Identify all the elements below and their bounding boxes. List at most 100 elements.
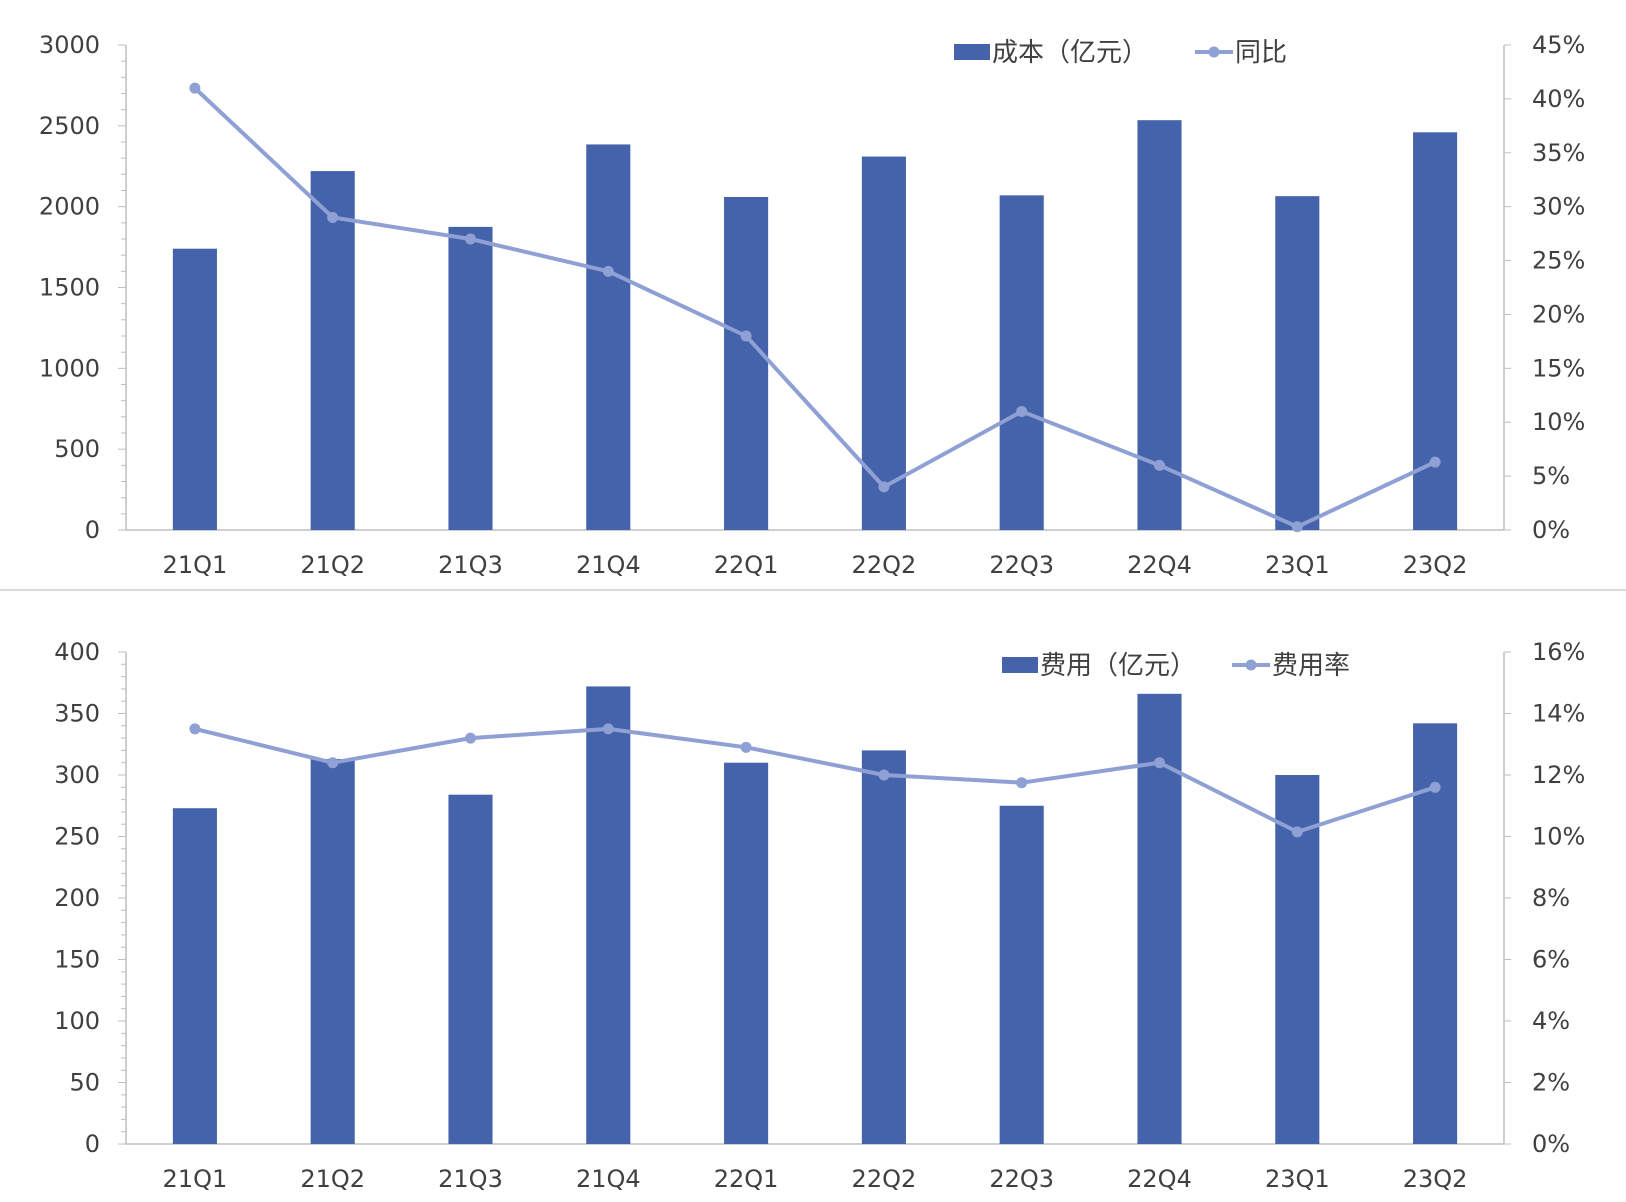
left-y-tick-label: 0 bbox=[85, 1130, 100, 1158]
bar bbox=[586, 686, 631, 1144]
left-y-tick-label: 50 bbox=[69, 1069, 100, 1097]
left-y-tick-label: 500 bbox=[54, 435, 100, 463]
line-point bbox=[1154, 757, 1165, 769]
x-tick-label: 22Q3 bbox=[989, 1165, 1054, 1193]
legend-bar-swatch bbox=[954, 44, 990, 60]
right-y-tick-label: 2% bbox=[1532, 1069, 1570, 1097]
line-point bbox=[1016, 777, 1028, 789]
bar bbox=[999, 195, 1044, 530]
chart-panel-2: 0 50 100 150 200 250 300 350 400 0% 2% 4% 6% 8% 10% 12%… bbox=[54, 638, 1585, 1193]
right-y-tick-label: 6% bbox=[1532, 946, 1570, 974]
line-point bbox=[189, 723, 201, 735]
left-y-tick-label: 350 bbox=[54, 700, 100, 728]
legend: 费用（亿元） 费用率 bbox=[1002, 651, 1350, 681]
series-line bbox=[194, 726, 1436, 834]
line-point bbox=[465, 233, 476, 245]
bar bbox=[724, 196, 769, 530]
bar bbox=[999, 805, 1044, 1144]
line-point bbox=[327, 211, 339, 223]
line-point bbox=[1016, 405, 1028, 417]
left-y-tick-label: 100 bbox=[54, 1007, 100, 1035]
bar bbox=[861, 156, 906, 531]
line-point bbox=[602, 723, 614, 735]
x-tick-label: 23Q1 bbox=[1265, 551, 1330, 579]
right-y-tick-label: 40% bbox=[1532, 85, 1585, 113]
legend-bar-label: 费用（亿元） bbox=[1040, 651, 1196, 681]
line-point bbox=[878, 769, 890, 781]
x-tick-label: 22Q1 bbox=[714, 551, 779, 579]
left-y-tick-label: 1500 bbox=[39, 274, 100, 302]
line-point bbox=[465, 732, 476, 744]
bar bbox=[172, 248, 217, 530]
line-point bbox=[1154, 459, 1165, 471]
line-point bbox=[1291, 521, 1303, 533]
x-tick-label: 21Q1 bbox=[163, 551, 228, 579]
right-y-tick-label: 35% bbox=[1532, 139, 1585, 167]
right-y-tick-label: 8% bbox=[1532, 884, 1570, 912]
left-y-tick-label: 300 bbox=[54, 761, 100, 789]
series-line bbox=[193, 86, 1436, 529]
x-tick-label: 21Q2 bbox=[300, 1165, 365, 1193]
x-tick-label: 22Q1 bbox=[714, 1165, 779, 1193]
x-tick-label: 22Q3 bbox=[989, 551, 1054, 579]
bar bbox=[724, 762, 769, 1144]
left-y-tick-label: 2000 bbox=[39, 193, 100, 221]
x-tick-label: 22Q2 bbox=[852, 1165, 917, 1193]
x-tick-label: 22Q4 bbox=[1127, 1165, 1192, 1193]
x-tick-label: 21Q3 bbox=[438, 1165, 503, 1193]
right-y-tick-label: 12% bbox=[1532, 761, 1585, 789]
bar bbox=[448, 226, 493, 530]
left-y-tick-label: 250 bbox=[54, 823, 100, 851]
legend-line-marker bbox=[1245, 659, 1257, 671]
line-point bbox=[327, 757, 339, 769]
left-y-tick-label: 150 bbox=[54, 946, 100, 974]
right-y-tick-label: 45% bbox=[1532, 31, 1585, 59]
left-y-tick-label: 2500 bbox=[39, 112, 100, 140]
line-point bbox=[189, 82, 201, 94]
right-y-tick-label: 10% bbox=[1532, 408, 1585, 436]
bar bbox=[172, 808, 217, 1144]
x-tick-label: 23Q1 bbox=[1265, 1165, 1330, 1193]
right-y-tick-label: 30% bbox=[1532, 193, 1585, 221]
right-y-tick-label: 5% bbox=[1532, 462, 1570, 490]
left-y-tick-label: 3000 bbox=[39, 31, 100, 59]
line-point bbox=[1291, 826, 1303, 838]
right-y-tick-label: 14% bbox=[1532, 700, 1585, 728]
legend: 成本（亿元） 同比 bbox=[954, 38, 1287, 68]
right-y-tick-label: 15% bbox=[1532, 354, 1585, 382]
legend-line-label: 同比 bbox=[1235, 38, 1287, 68]
x-tick-label: 22Q4 bbox=[1127, 551, 1192, 579]
bar bbox=[310, 759, 355, 1144]
x-tick-label: 23Q2 bbox=[1403, 1165, 1468, 1193]
x-tick-label: 21Q1 bbox=[163, 1165, 228, 1193]
right-y-tick-label: 25% bbox=[1532, 247, 1585, 275]
bar bbox=[1275, 196, 1320, 531]
bar bbox=[586, 144, 631, 531]
x-tick-label: 21Q4 bbox=[576, 551, 641, 579]
right-y-tick-label: 10% bbox=[1532, 823, 1585, 851]
right-y-tick-label: 0% bbox=[1532, 516, 1570, 544]
chart-panel-1: 0 500 1000 1500 2000 2500 3000 0% 5% 10% 15% 20% 25%… bbox=[39, 31, 1585, 579]
x-tick-label: 22Q2 bbox=[852, 551, 917, 579]
x-tick-label: 21Q2 bbox=[300, 551, 365, 579]
bar bbox=[861, 750, 906, 1144]
right-y-tick-label: 16% bbox=[1532, 638, 1585, 666]
legend-bar-label: 成本（亿元） bbox=[992, 38, 1148, 68]
left-y-tick-label: 200 bbox=[54, 884, 100, 912]
line-point bbox=[1429, 781, 1441, 793]
right-y-tick-label: 0% bbox=[1532, 1130, 1570, 1158]
left-y-tick-label: 400 bbox=[54, 638, 100, 666]
legend-line-marker bbox=[1208, 46, 1220, 58]
bar bbox=[310, 171, 355, 530]
right-y-tick-label: 4% bbox=[1532, 1007, 1570, 1035]
x-tick-label: 21Q3 bbox=[438, 551, 503, 579]
left-y-tick-label: 1000 bbox=[39, 354, 100, 382]
x-tick-label: 21Q4 bbox=[576, 1165, 641, 1193]
x-tick-label: 23Q2 bbox=[1403, 551, 1468, 579]
line-point bbox=[878, 481, 890, 493]
legend-line-label: 费用率 bbox=[1272, 651, 1350, 681]
left-y-tick-label: 0 bbox=[85, 516, 100, 544]
line-point bbox=[740, 741, 752, 753]
